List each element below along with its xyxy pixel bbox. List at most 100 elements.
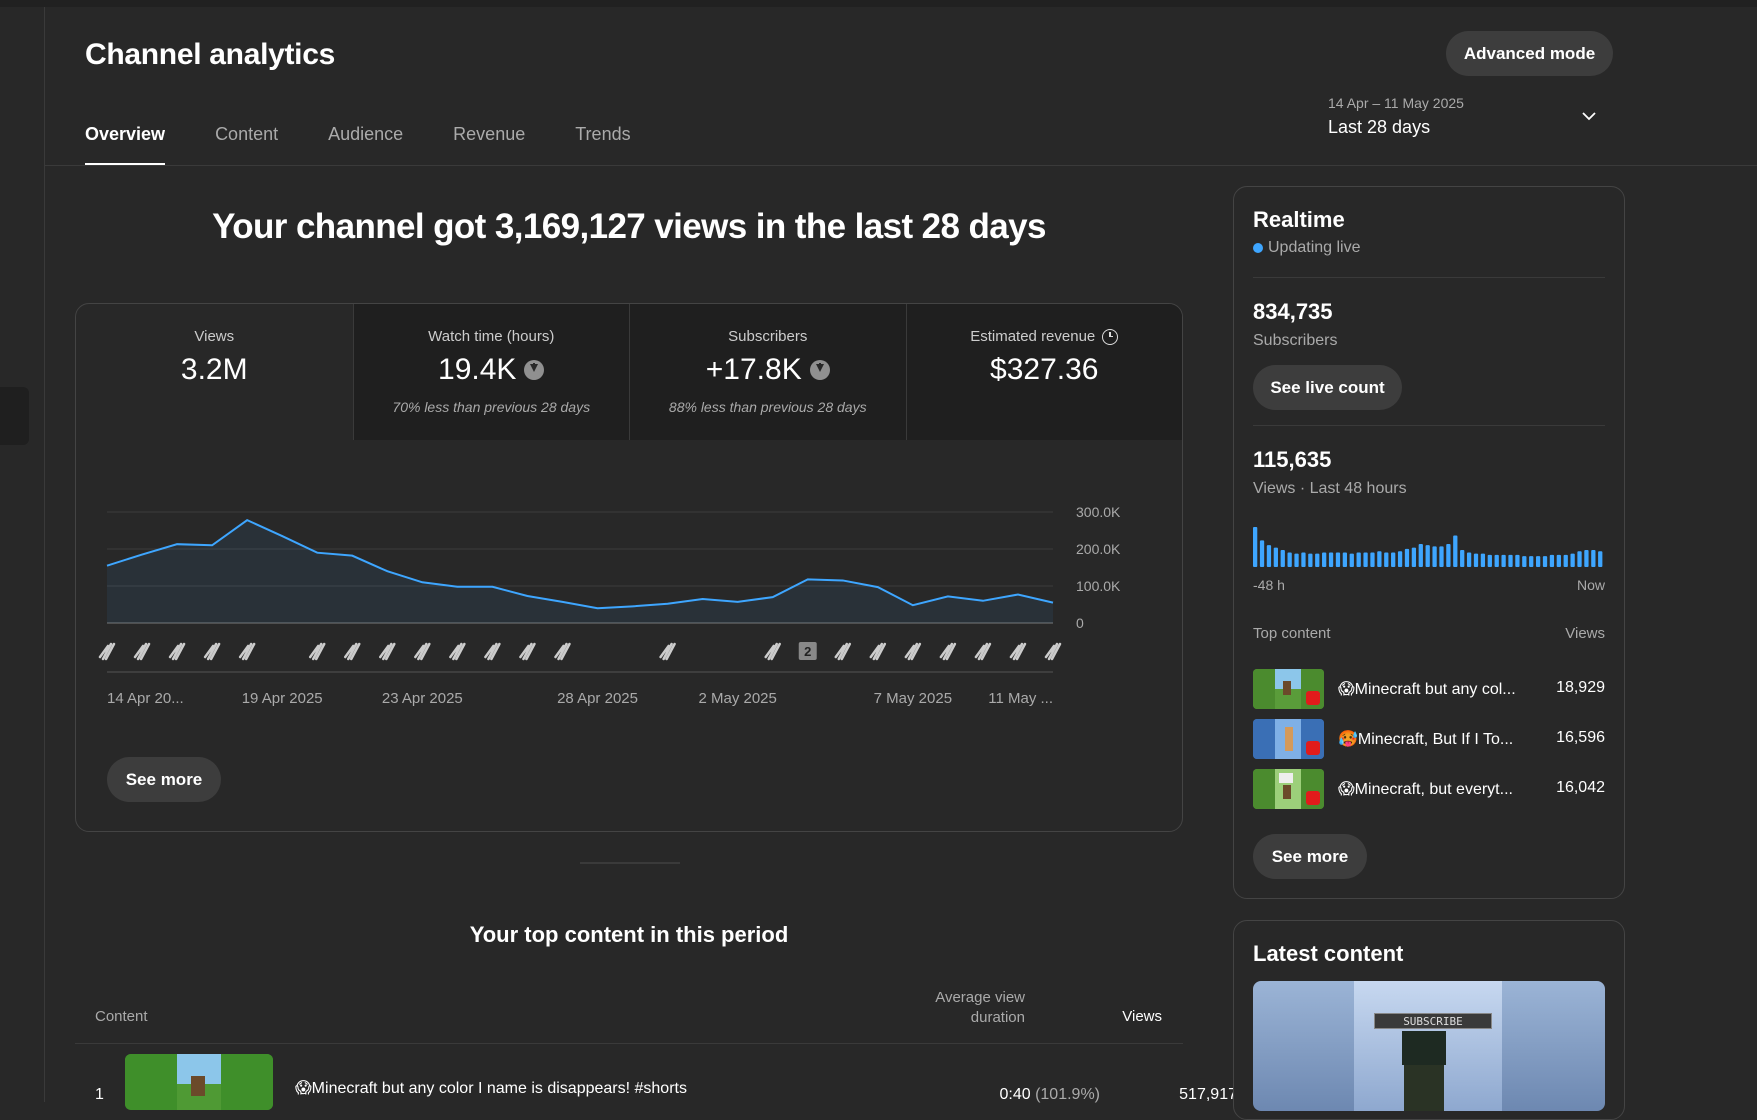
metric-note: 88% less than previous 28 days	[668, 399, 867, 415]
realtime-bar	[1570, 553, 1575, 567]
views-headline: Your channel got 3,169,127 views in the …	[212, 207, 1046, 246]
top-content-title: Your top content in this period	[469, 922, 789, 947]
realtime-see-more-button[interactable]: See more	[1253, 834, 1367, 879]
views-chart: 300.0K 200.0K 100.0K 0 2 14 Apr 20... 19 Apr 2…	[98, 504, 1121, 707]
metric-label: Watch time (hours)	[428, 328, 555, 345]
realtime-bar	[1363, 552, 1368, 567]
tabs-divider	[45, 165, 1757, 166]
y-tick-label: 300.0K	[1076, 504, 1121, 520]
realtime-bar	[1577, 551, 1582, 567]
shorts-icon	[98, 642, 116, 661]
list-item-views: 18,929	[1556, 679, 1605, 696]
realtime-views-label: Views · Last 48 hours	[1253, 480, 1407, 497]
list-item-views: 16,042	[1556, 779, 1605, 796]
realtime-title: Realtime	[1253, 207, 1345, 232]
tab-revenue[interactable]: Revenue	[453, 124, 526, 144]
list-item[interactable]: 🥵Minecraft, But If I To... 16,596	[1253, 719, 1605, 761]
shorts-icon	[1044, 642, 1062, 661]
shorts-icon	[764, 642, 781, 661]
top-content-label: Top content	[1253, 625, 1331, 642]
tab-overview[interactable]: Overview	[85, 110, 166, 166]
latest-content-card: Latest content SUBSCRIBE	[1233, 920, 1625, 1120]
realtime-bar	[1466, 552, 1472, 567]
latest-content-title: Latest content	[1253, 941, 1404, 966]
series-line	[106, 518, 1054, 610]
metric-views[interactable]: Views 3.2M	[76, 304, 353, 440]
realtime-bar	[1584, 550, 1589, 567]
realtime-bar	[1425, 545, 1430, 567]
latest-video-thumbnail[interactable]: SUBSCRIBE	[1253, 981, 1605, 1111]
realtime-bar-chart	[1253, 527, 1603, 567]
realtime-bar	[1418, 543, 1423, 567]
realtime-views-value: 115,635	[1253, 447, 1332, 472]
column-header-avd[interactable]: Average view duration	[935, 989, 1025, 1026]
shorts-icon	[939, 642, 957, 661]
video-thumbnail[interactable]	[125, 1054, 273, 1110]
realtime-bar	[1356, 552, 1361, 567]
realtime-bar	[1404, 548, 1410, 567]
realtime-bar	[1335, 552, 1341, 567]
realtime-bar	[1480, 553, 1486, 567]
advanced-mode-button[interactable]: Advanced mode	[1446, 31, 1613, 76]
realtime-bar	[1529, 556, 1534, 567]
realtime-bar	[1453, 535, 1458, 567]
video-thumbnail	[1253, 769, 1324, 809]
upload-marker-badge	[798, 642, 817, 660]
list-item-views: 16,596	[1556, 729, 1605, 746]
column-header-views[interactable]: Views	[1122, 1008, 1162, 1025]
realtime-bar	[1439, 546, 1444, 567]
realtime-bar	[1598, 551, 1603, 567]
realtime-bar	[1259, 540, 1265, 567]
metric-subscribers[interactable]: Subscribers +17.8K 88% less than previou…	[629, 304, 906, 440]
metric-note: 70% less than previous 28 days	[392, 399, 591, 415]
metric-value: 3.2M	[180, 353, 248, 386]
row-title[interactable]: 😱Minecraft but any color I name is disap…	[295, 1080, 687, 1097]
realtime-bar	[1266, 545, 1272, 567]
shorts-icon	[203, 642, 221, 661]
tab-content[interactable]: Content	[215, 124, 279, 144]
list-item[interactable]: 😱Minecraft, but everyt... 16,042	[1253, 769, 1605, 811]
date-range-picker[interactable]: 14 Apr – 11 May 2025 Last 28 days	[1328, 95, 1608, 145]
table-row[interactable]: 1 😱Minecraft but any color I name is dis…	[75, 1054, 1237, 1110]
metric-value: +17.8K	[705, 353, 802, 386]
realtime-subscribers-label: Subscribers	[1253, 332, 1338, 349]
shorts-icon	[344, 642, 361, 661]
live-status-text: Updating live	[1268, 239, 1361, 256]
realtime-bar	[1542, 556, 1548, 567]
list-item-title: 🥵Minecraft, But If I To...	[1338, 731, 1514, 748]
row-avd: 0:40	[999, 1086, 1031, 1103]
realtime-bar	[1473, 553, 1479, 567]
realtime-bar	[1515, 554, 1520, 567]
realtime-bar	[1280, 550, 1285, 567]
section-divider	[580, 862, 680, 864]
area-fill	[107, 520, 1053, 623]
list-item-title: 😱Minecraft, but everyt...	[1338, 781, 1513, 798]
shorts-icon	[974, 642, 992, 661]
page-title: Channel analytics	[85, 38, 335, 71]
divider	[1253, 277, 1605, 278]
clock-icon[interactable]	[1102, 328, 1119, 345]
list-item[interactable]: 😱Minecraft but any col... 18,929	[1253, 669, 1605, 711]
realtime-bar	[1508, 554, 1513, 567]
metric-watch-time[interactable]: Watch time (hours) 19.4K 70% less than p…	[352, 304, 629, 440]
tab-trends[interactable]: Trends	[575, 124, 631, 144]
subscribe-sign: SUBSCRIBE	[1374, 1013, 1492, 1029]
nav-handle[interactable]	[0, 387, 29, 445]
date-range-label: Last 28 days	[1328, 117, 1431, 137]
row-avd-pct: (101.9%)	[1035, 1086, 1100, 1103]
row-rank: 1	[95, 1086, 104, 1103]
realtime-bar	[1328, 552, 1334, 567]
realtime-bar	[1377, 551, 1382, 567]
see-live-count-button[interactable]: See live count	[1253, 365, 1402, 410]
overview-card: Views 3.2M Watch time (hours) 19.4K 70% …	[75, 303, 1183, 832]
table-divider	[75, 1043, 1183, 1044]
y-tick-label: 100.0K	[1076, 578, 1121, 594]
overview-see-more-button[interactable]: See more	[107, 757, 221, 802]
column-header-content: Content	[95, 1008, 148, 1025]
thumbnail-image	[1253, 669, 1324, 709]
shorts-icon	[1306, 741, 1320, 755]
metric-revenue[interactable]: Estimated revenue $327.36	[905, 304, 1182, 440]
tab-audience[interactable]: Audience	[328, 124, 404, 144]
metric-tabs: Views 3.2M Watch time (hours) 19.4K 70% …	[76, 304, 1182, 440]
realtime-bar	[1397, 551, 1403, 567]
